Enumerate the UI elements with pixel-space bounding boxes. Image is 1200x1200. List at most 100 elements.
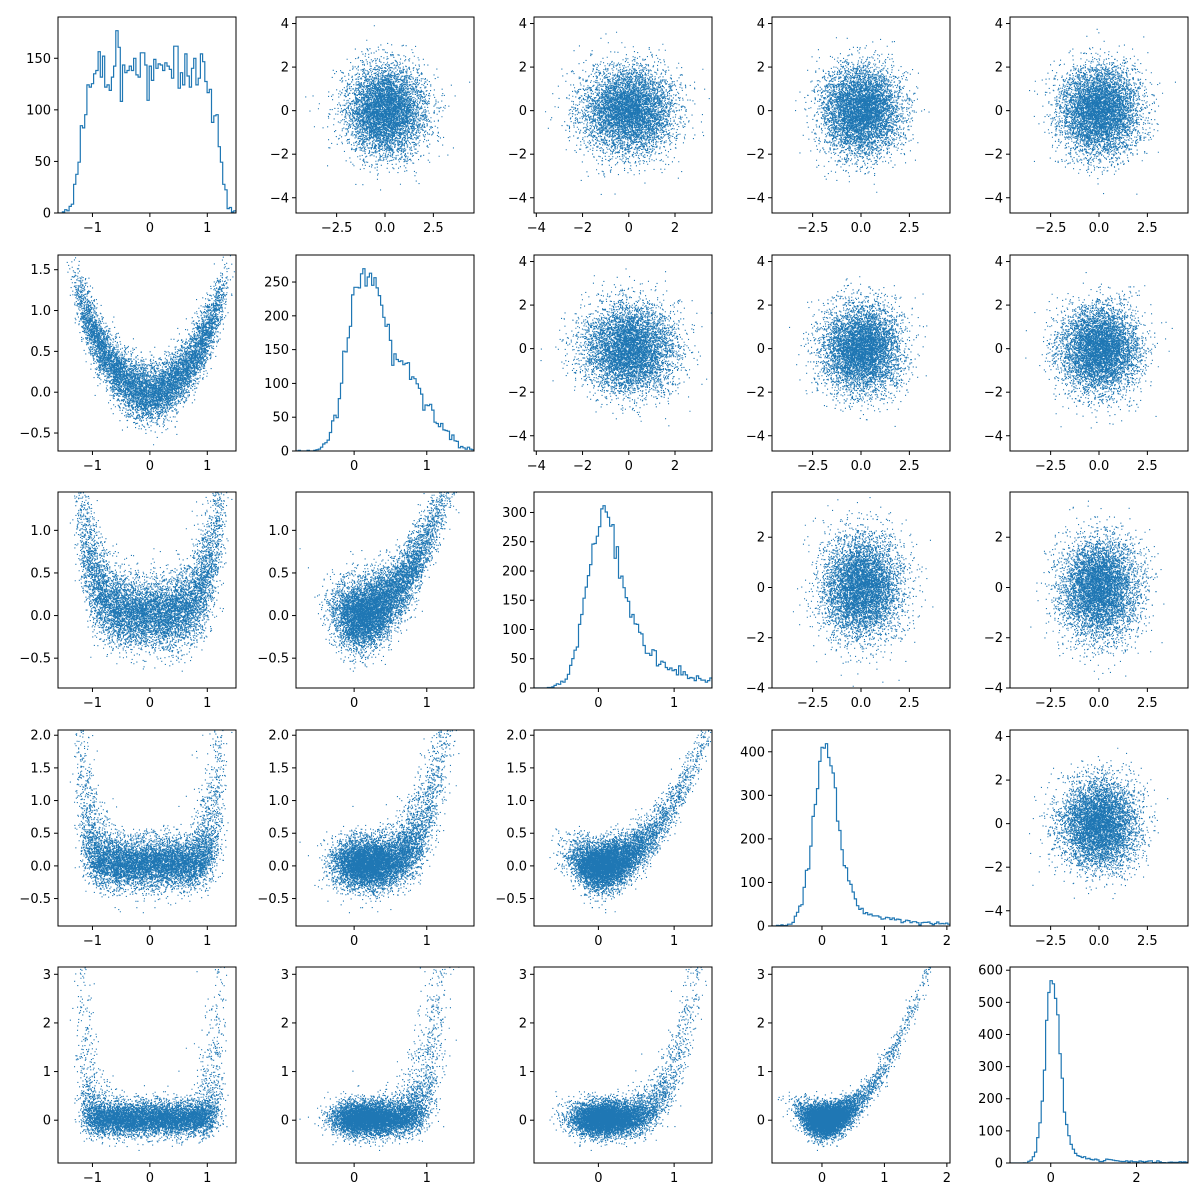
- y-tick-label: 0.5: [30, 345, 51, 360]
- y-tick-label: 0.0: [30, 609, 51, 624]
- panel-r4-c2: 0 1 0 1 2 3: [519, 0, 847, 1186]
- y-tick-label: 2: [995, 774, 1003, 789]
- panel-r2-c4: −2.5 0.0 2.5−4−202: [984, 483, 1188, 711]
- x-tick-label: 2: [1132, 1171, 1140, 1186]
- x-tick-label: −1: [83, 221, 102, 236]
- x-tick-label: 0: [594, 1171, 602, 1186]
- y-tick-label: 0: [281, 1114, 289, 1129]
- y-tick-label: −4: [508, 191, 527, 206]
- x-tick-label: 2.5: [423, 221, 444, 236]
- x-tick-label: 1: [203, 221, 211, 236]
- y-tick-label: 3: [43, 968, 51, 983]
- x-tick-label: 1: [670, 1171, 678, 1186]
- y-tick-label: −4: [984, 904, 1003, 919]
- y-tick-label: 300: [978, 1060, 1003, 1075]
- y-tick-label: −2: [984, 386, 1003, 401]
- y-tick-label: 0.0: [30, 386, 51, 401]
- y-tick-label: 1: [519, 1065, 527, 1080]
- panel-content: [534, 506, 712, 688]
- y-tick-label: 2: [757, 61, 765, 76]
- scatter-points: [300, 161, 489, 914]
- scatter-points: [1030, 483, 1164, 679]
- x-tick-label: 2: [671, 459, 679, 474]
- panel-content: [300, 161, 489, 914]
- scatter-points: [793, 478, 933, 692]
- y-tick-label: 2.0: [268, 729, 289, 744]
- x-tick-label: 2: [671, 221, 679, 236]
- x-tick-label: 0: [146, 1171, 154, 1186]
- x-tick-label: 2: [943, 934, 951, 949]
- scatter-points: [789, 276, 927, 427]
- y-tick-label: 2: [995, 61, 1003, 76]
- panel-content: [65, 242, 236, 454]
- y-tick-label: 1.0: [268, 524, 289, 539]
- scatter-points: [550, 161, 848, 914]
- x-tick-label: −1: [83, 934, 102, 949]
- y-tick-label: 50: [510, 652, 527, 667]
- x-tick-label: −2.5: [1035, 459, 1067, 474]
- y-tick-label: 2: [995, 531, 1003, 546]
- y-tick-label: 4: [995, 17, 1003, 32]
- y-tick-label: −4: [746, 191, 765, 206]
- y-tick-label: 100: [502, 623, 527, 638]
- y-tick-label: 4: [757, 17, 765, 32]
- x-tick-label: 0: [818, 1171, 826, 1186]
- y-tick-label: −2: [270, 148, 289, 163]
- y-tick-label: 2: [519, 61, 527, 76]
- y-tick-label: 1: [757, 1065, 765, 1080]
- panel-content: [1030, 483, 1164, 679]
- x-tick-label: 2.5: [1137, 934, 1158, 949]
- y-tick-label: 1.5: [30, 263, 51, 278]
- y-tick-label: 1.0: [30, 304, 51, 319]
- y-tick-label: 0: [519, 682, 527, 697]
- panel-content: [545, 32, 726, 195]
- x-tick-label: 2.5: [899, 696, 920, 711]
- y-tick-label: 0: [43, 207, 51, 222]
- x-tick-label: 0.0: [1089, 459, 1110, 474]
- y-tick-label: 2: [519, 299, 527, 314]
- y-tick-label: −2: [508, 386, 527, 401]
- y-tick-label: 0: [995, 104, 1003, 119]
- x-tick-label: 1: [203, 934, 211, 949]
- panel-content: [772, 744, 950, 926]
- x-tick-label: 0.0: [1089, 934, 1110, 949]
- histogram-line: [296, 269, 474, 451]
- y-tick-label: 0: [519, 342, 527, 357]
- x-tick-label: 1: [423, 1171, 431, 1186]
- y-tick-label: 3: [519, 968, 527, 983]
- y-tick-label: 50: [272, 411, 289, 426]
- y-tick-label: −2: [984, 631, 1003, 646]
- scatter-points: [300, 337, 489, 672]
- x-tick-label: 0.0: [851, 459, 872, 474]
- panel-content: [550, 0, 848, 1151]
- x-tick-label: 0: [350, 459, 358, 474]
- y-tick-label: −0.5: [257, 652, 289, 667]
- y-tick-label: 1.5: [268, 761, 289, 776]
- x-tick-label: 0.0: [375, 221, 396, 236]
- y-tick-label: 0.5: [268, 566, 289, 581]
- y-tick-label: 0: [995, 581, 1003, 596]
- panel-content: [1010, 981, 1188, 1163]
- y-tick-label: 4: [995, 730, 1003, 745]
- x-tick-label: 0.0: [851, 696, 872, 711]
- x-tick-label: −2: [573, 221, 592, 236]
- y-tick-label: 0: [281, 104, 289, 119]
- x-tick-label: 0: [625, 221, 633, 236]
- y-tick-label: −2: [746, 148, 765, 163]
- y-tick-label: 0: [995, 1157, 1003, 1172]
- scatter-points: [541, 268, 714, 426]
- y-tick-label: 0.0: [30, 859, 51, 874]
- y-tick-label: 2: [519, 1016, 527, 1031]
- y-tick-label: 300: [502, 506, 527, 521]
- y-tick-label: 4: [519, 17, 527, 32]
- x-tick-label: −2.5: [797, 696, 829, 711]
- x-tick-label: −2.5: [797, 221, 829, 236]
- panel-content: [793, 478, 933, 692]
- scatter-points: [1029, 748, 1168, 899]
- panel-content: [305, 25, 470, 190]
